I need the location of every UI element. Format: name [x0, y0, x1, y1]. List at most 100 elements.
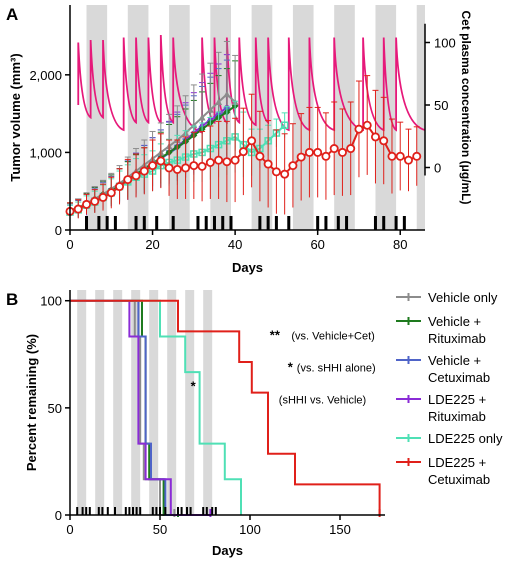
x-axis-label-b: Days: [212, 543, 243, 558]
point-lde225_cetuximab: [403, 155, 413, 165]
survival-line-lde225_cetuximab: [70, 299, 381, 515]
point-lde225_cetuximab: [379, 136, 389, 146]
point-lde225_cetuximab: [230, 155, 240, 165]
x-tick-label-b: 150: [329, 522, 351, 537]
panel-label-b: B: [6, 290, 18, 309]
dose-mark-a: [212, 216, 216, 230]
point-lde225_cetuximab: [90, 196, 100, 206]
dose-mark-b: [159, 507, 161, 515]
dose-mark-b: [139, 507, 142, 515]
shade-band-b-0: [77, 290, 87, 515]
shade-band-a-7: [375, 5, 397, 230]
x-tick-label-a: 0: [66, 237, 73, 252]
annotation-b: *: [191, 379, 197, 394]
point-lde225_cetuximab: [412, 151, 422, 161]
dose-mark-b: [114, 507, 116, 515]
survival-curve-lde225_only: [70, 299, 242, 515]
point-lde225_cetuximab: [354, 124, 364, 134]
shade-band-b-3: [131, 290, 141, 515]
shade-band-a-5: [292, 5, 314, 230]
point-lde225_cetuximab: [156, 156, 166, 166]
shade-band-b-4: [149, 290, 159, 515]
annotation-b: (vs. Vehicle+Cet): [291, 330, 374, 342]
dose-mark-a: [134, 216, 138, 230]
point-lde225_cetuximab: [288, 161, 298, 171]
point-vehicle_only: [223, 90, 231, 98]
y-tick-label-b: 50: [48, 401, 62, 416]
dose-mark-b: [76, 507, 79, 515]
point-lde225_cetuximab: [280, 169, 290, 179]
dose-mark-b: [124, 507, 127, 515]
x-tick-label-b: 0: [66, 522, 73, 537]
point-lde225_cetuximab: [238, 147, 248, 157]
dose-mark-a: [258, 216, 262, 230]
point-lde225_cetuximab: [189, 161, 199, 171]
legend-label-lde225_cetuximab: LDE225 +: [428, 455, 486, 470]
y-tick-label-a: 1,000: [29, 145, 62, 160]
point-lde225_cetuximab: [337, 147, 347, 157]
dose-mark-b: [214, 507, 217, 515]
legend-b: Vehicle only Vehicle + Rituximab Vehicle + C…: [396, 290, 503, 487]
point-lde225_cetuximab: [255, 151, 265, 161]
dose-mark-a: [266, 216, 270, 230]
y-axis-label-b: Percent remaining (%): [24, 334, 39, 471]
dose-mark-b: [101, 507, 104, 515]
shade-band-b-2: [113, 290, 123, 515]
dose-mark-a: [142, 216, 146, 230]
legend-label-lde225_rituximab: Rituximab: [428, 409, 486, 424]
point-lde225_cetuximab: [346, 144, 356, 154]
dose-mark-a: [382, 216, 386, 230]
y-tick-label-a: 0: [55, 223, 62, 238]
point-vehicle_only: [215, 98, 223, 105]
dose-mark-b: [151, 507, 154, 515]
dose-mark-a: [229, 216, 233, 230]
dose-mark-a: [373, 216, 377, 230]
dose-mark-a: [221, 216, 225, 230]
shade-band-a-4: [251, 5, 273, 230]
dose-mark-a: [324, 216, 328, 230]
dose-mark-a: [402, 216, 406, 230]
dose-mark-b: [106, 507, 109, 515]
point-lde225_cetuximab: [296, 152, 306, 162]
point-lde225_cetuximab: [131, 171, 141, 181]
legend-label-lde225_cetuximab: Cetuximab: [428, 472, 490, 487]
dose-mark-a: [196, 216, 200, 230]
dose-mark-b: [180, 507, 183, 515]
point-lde225_cetuximab: [181, 163, 191, 173]
dose-mark-a: [85, 216, 89, 230]
legend-label-vehicle_cetuximab: Vehicle +: [428, 353, 481, 368]
panel-label-a: A: [6, 5, 18, 24]
point-vehicle_only: [190, 121, 198, 129]
chart-a-tumor-volume: 0 20 40 60 80 0 1,000 2,000 0 50 100 Days Tumor volu…: [8, 5, 473, 275]
survival-curve-vehicle_cetuximab: [70, 299, 182, 516]
point-lde225_cetuximab: [362, 120, 372, 130]
dose-mark-b: [189, 507, 192, 515]
point-lde225_cetuximab: [164, 163, 174, 173]
x-tick-label-a: 60: [310, 237, 324, 252]
annotation-b: (sHHI vs. Vehicle): [279, 395, 366, 407]
shade-band-b-5: [167, 290, 177, 515]
shade-band-b-1: [95, 290, 105, 515]
shade-band-a-6: [334, 5, 355, 230]
legend-label-vehicle_rituximab: Vehicle +: [428, 314, 481, 329]
y2-tick-label-a: 50: [434, 98, 448, 113]
point-lde225_cetuximab: [98, 192, 108, 202]
y-tick-label-a: 2,000: [29, 68, 62, 83]
point-vehicle_only: [206, 106, 214, 113]
dose-mark-a: [204, 216, 208, 230]
point-lde225_cetuximab: [205, 157, 215, 167]
series-a-lde225_cetuximab: [65, 75, 422, 220]
dose-mark-b: [202, 507, 205, 515]
point-lde225_cetuximab: [321, 151, 331, 161]
point-lde225_cetuximab: [304, 147, 314, 157]
dose-mark-a: [97, 216, 101, 230]
survival-line-vehicle_cetuximab: [70, 299, 182, 516]
point-lde225_cetuximab: [82, 199, 92, 209]
point-lde225_cetuximab: [263, 159, 273, 169]
point-lde225_cetuximab: [271, 167, 281, 177]
legend-label-vehicle_only: Vehicle only: [428, 290, 498, 305]
point-lde225_cetuximab: [222, 157, 232, 167]
dose-mark-b: [177, 507, 179, 515]
